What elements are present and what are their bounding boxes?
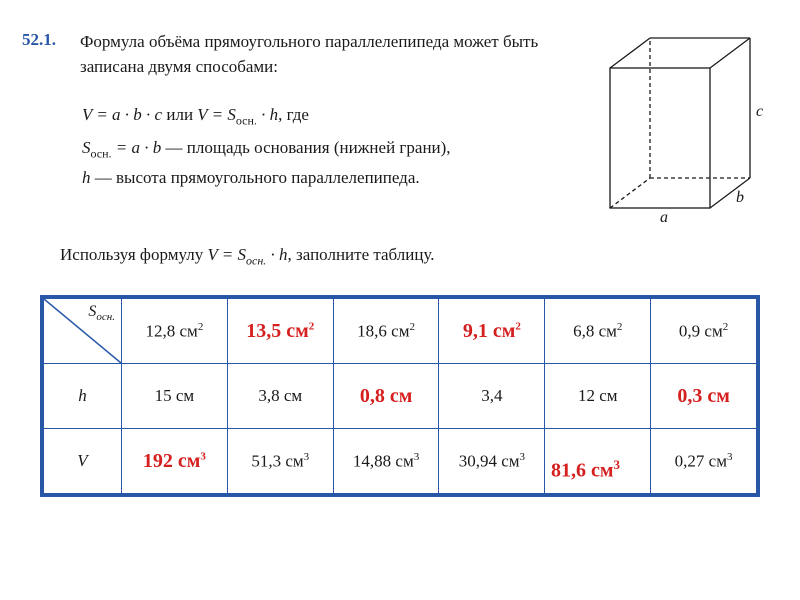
row-label-h: h (44, 364, 122, 429)
formula-2b: = a · b (112, 138, 162, 157)
formula-3-desc: — высота прямоугольного параллелепипеда. (91, 168, 420, 187)
h-cell: 0,8 см (333, 364, 439, 429)
diagonal-header-cell: Sосн. (44, 299, 122, 364)
s-cell: 6,8 см2 (545, 299, 651, 364)
table-row: Sосн. 12,8 см2 13,5 см2 18,6 см2 9,1 см2… (44, 299, 757, 364)
instruction: Используя формулу V = Sосн. · h, заполни… (60, 245, 435, 268)
page: 52.1. Формула объёма прямоугольного пара… (0, 0, 800, 600)
formula-3a: h (82, 168, 91, 187)
instr-mid2: · h (266, 245, 287, 264)
h-cell: 3,4 (439, 364, 545, 429)
problem-number: 52.1. (22, 30, 56, 50)
formula-2-sub: осн. (91, 146, 112, 160)
formula-1a: V = a · b · c (82, 105, 166, 124)
data-table: Sосн. 12,8 см2 13,5 см2 18,6 см2 9,1 см2… (43, 298, 757, 494)
s-cell: 12,8 см2 (122, 299, 228, 364)
h-cell: 15 см (122, 364, 228, 429)
instr-pre: Используя формулу (60, 245, 207, 264)
overlay-answer-81-6: 81,6 см3 (551, 458, 620, 483)
h-cell: 3,8 см (227, 364, 333, 429)
v-cell: 30,94 см3 (439, 429, 545, 494)
row-label-v: V (44, 429, 122, 494)
header-symbol: Sосн. (88, 303, 115, 323)
formula-2-desc: — площадь основания (нижней грани), (161, 138, 450, 157)
instr-mid: V = S (207, 245, 246, 264)
s-cell: 13,5 см2 (227, 299, 333, 364)
problem-text: Формула объёма прямоугольного параллелеп… (80, 30, 550, 79)
prism-label-a: a (660, 209, 668, 223)
prism-label-c: c (756, 103, 763, 120)
data-table-wrap: Sосн. 12,8 см2 13,5 см2 18,6 см2 9,1 см2… (40, 295, 760, 497)
formula-line-2: Sосн. = a · b — площадь основания (нижне… (82, 138, 451, 161)
instr-sub: осн. (246, 253, 266, 267)
v-cell: 192 см3 (122, 429, 228, 494)
v-cell: 0,27 см3 (651, 429, 757, 494)
formula-1-end: , где (278, 105, 309, 124)
formula-1b: V = S (197, 105, 236, 124)
v-cell: 14,88 см3 (333, 429, 439, 494)
s-cell: 9,1 см2 (439, 299, 545, 364)
formula-line-1: V = a · b · c или V = Sосн. · h, где (82, 105, 309, 128)
prism-figure: a b c (598, 28, 768, 223)
s-cell: 0,9 см2 (651, 299, 757, 364)
table-row: h 15 см 3,8 см 0,8 см 3,4 12 см 0,3 см (44, 364, 757, 429)
formula-1-sub: осн. (236, 113, 257, 127)
prism-label-b: b (736, 189, 744, 206)
h-cell: 12 см (545, 364, 651, 429)
h-cell: 0,3 см (651, 364, 757, 429)
formula-1-or: или (166, 105, 197, 124)
instr-post: , заполните таблицу. (288, 245, 435, 264)
formula-line-3: h — высота прямоугольного параллелепипед… (82, 168, 420, 188)
table-row: V 192 см3 51,3 см3 14,88 см3 30,94 см3 0… (44, 429, 757, 494)
v-cell: 51,3 см3 (227, 429, 333, 494)
s-cell: 18,6 см2 (333, 299, 439, 364)
formula-1c: · h (257, 105, 278, 124)
formula-2a: S (82, 138, 91, 157)
